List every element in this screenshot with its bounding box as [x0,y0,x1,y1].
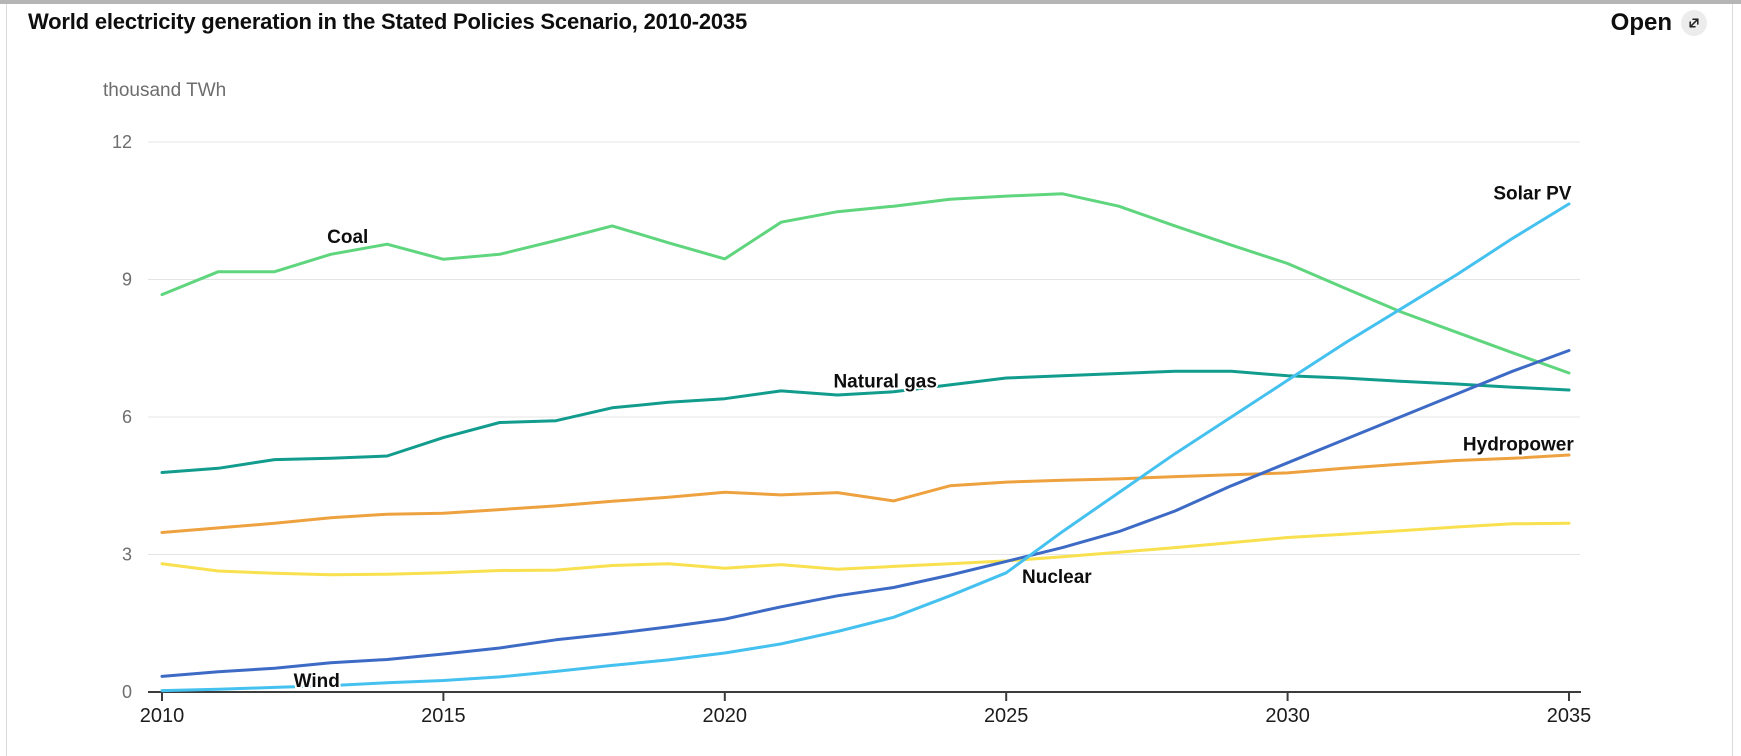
left-edge-border [6,4,7,756]
open-button-label: Open [1610,9,1672,36]
x-tick-label-2030: 2030 [1265,705,1310,727]
series-label-hydropower: Hydropower [1463,435,1574,456]
y-tick-label-6: 6 [122,407,132,427]
x-tick-label-2020: 2020 [703,705,748,727]
series-line-hydropower [160,453,1571,534]
series-line-nuclear [160,521,1571,577]
series-label-nuclear: Nuclear [1022,567,1092,588]
y-tick-label-3: 3 [122,545,132,565]
x-tick-label-2015: 2015 [421,705,466,727]
y-axis-unit-label: thousand TWh [103,80,227,101]
series-label-coal: Coal [327,227,368,248]
right-edge-border [1732,4,1733,756]
x-tick-label-2035: 2035 [1547,705,1592,727]
series-label-wind: Wind [294,671,340,692]
page-title: World electricity generation in the Stat… [28,9,747,34]
series-line-wind [160,349,1571,678]
y-tick-label-12: 12 [112,132,132,152]
series-label-natural-gas: Natural gas [833,371,936,392]
series-label-solar-pv: Solar PV [1493,183,1571,204]
top-edge-strip [0,0,1741,4]
series-line-coal [160,192,1571,375]
x-tick-label-2025: 2025 [984,705,1029,727]
x-tick-label-2010: 2010 [140,705,185,727]
series-line-natural-gas [160,369,1571,474]
external-link-icon [1681,10,1707,36]
header: World electricity generation in the Stat… [28,9,1707,37]
y-tick-label-9: 9 [122,270,132,290]
open-button[interactable]: Open [1611,9,1707,37]
y-tick-label-0: 0 [122,682,132,702]
series-line-solar-pv [160,202,1571,693]
